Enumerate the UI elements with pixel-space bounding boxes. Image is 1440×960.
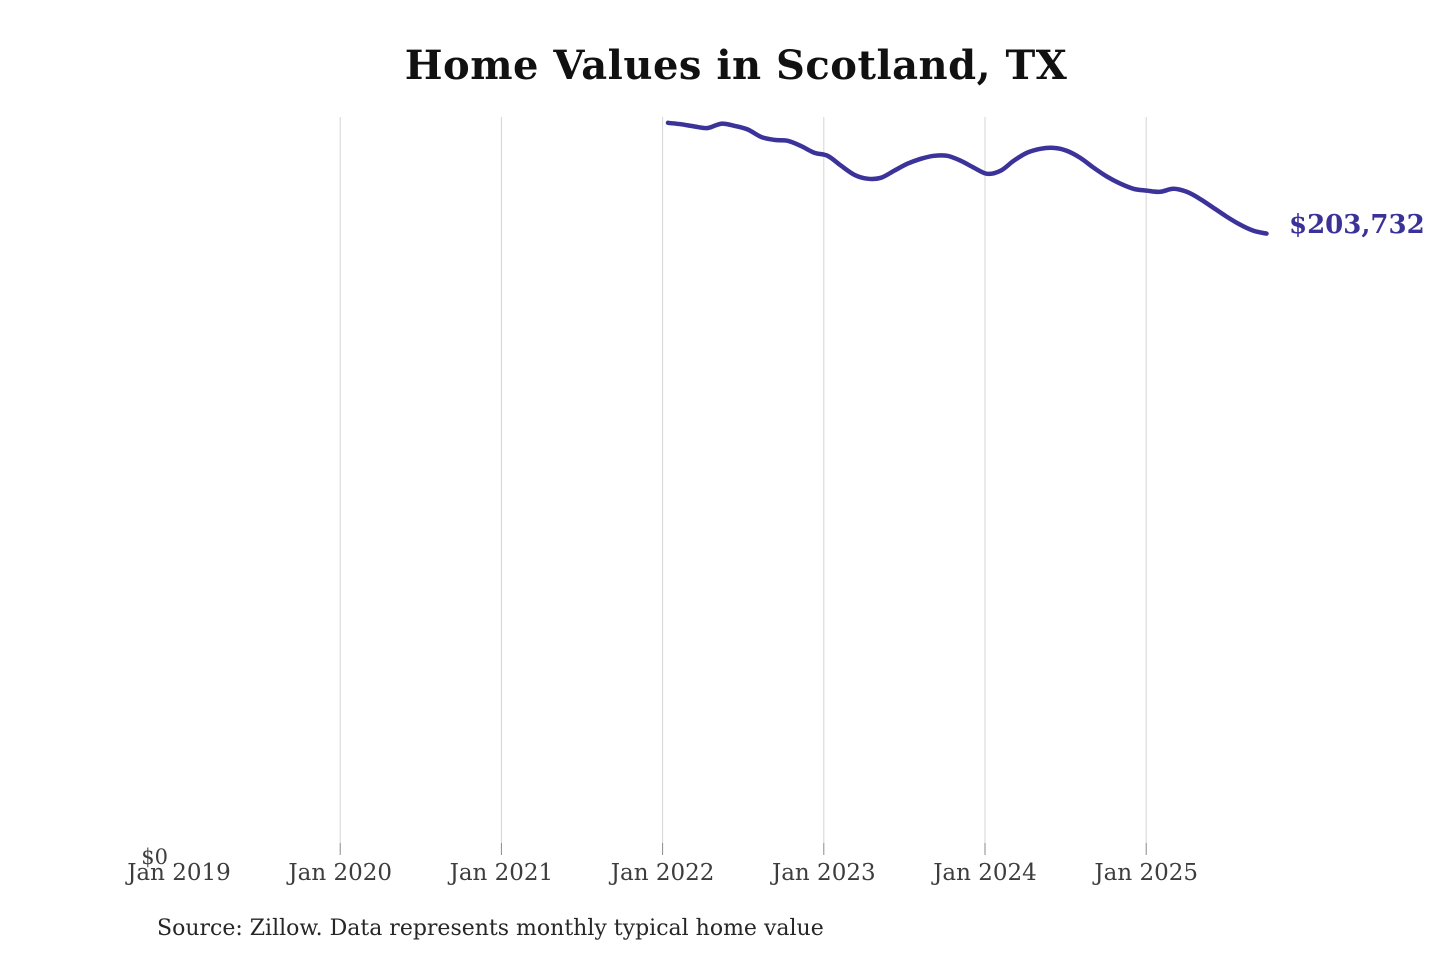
x-axis-label-jan-2022: Jan 2022 xyxy=(609,860,715,886)
y-axis-zero-label: $0 xyxy=(141,845,168,869)
home-value-series-line xyxy=(665,120,1269,236)
x-axis-label-jan-2020: Jan 2020 xyxy=(286,860,392,886)
x-axis-label-jan-2021: Jan 2021 xyxy=(448,860,554,886)
chart-title: Home Values in Scotland, TX xyxy=(404,42,1068,89)
x-axis-label-jan-2025: Jan 2025 xyxy=(1092,860,1198,886)
x-axis-label-jan-2024: Jan 2024 xyxy=(931,860,1037,886)
source-note: Source: Zillow. Data represents monthly … xyxy=(157,916,824,941)
x-axis-label-jan-2019: Jan 2019 xyxy=(125,860,231,886)
x-axis-label-jan-2023: Jan 2023 xyxy=(770,860,876,886)
latest-value-label: $203,732 xyxy=(1289,210,1425,240)
